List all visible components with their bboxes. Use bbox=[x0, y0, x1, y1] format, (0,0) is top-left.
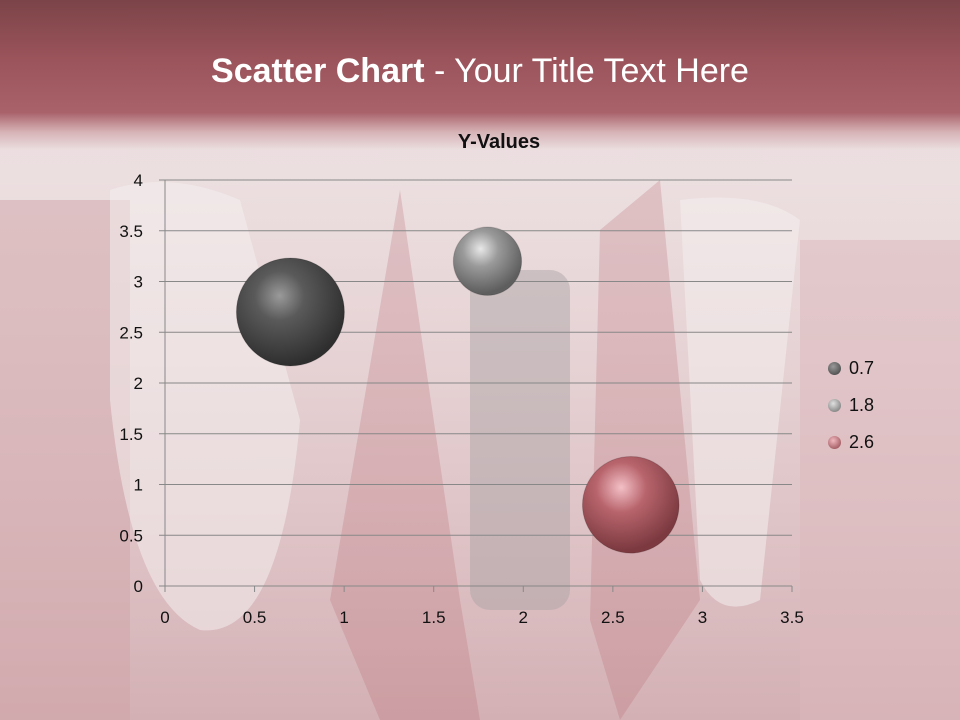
y-tick-label: 2 bbox=[134, 374, 143, 393]
legend-marker-icon bbox=[828, 436, 841, 449]
y-tick-label: 1.5 bbox=[119, 425, 143, 444]
y-tick-label: 3.5 bbox=[119, 222, 143, 241]
bubble-0-7 bbox=[235, 257, 345, 367]
x-tick-label: 3.5 bbox=[780, 608, 804, 627]
y-tick-label: 0 bbox=[134, 577, 143, 596]
chart-title: Y-Values bbox=[458, 131, 540, 153]
x-tick-label: 3 bbox=[698, 608, 707, 627]
x-tick-label: 0 bbox=[160, 608, 169, 627]
x-tick-label: 2.5 bbox=[601, 608, 625, 627]
legend-label: 2.6 bbox=[849, 432, 875, 452]
bubble-2-6 bbox=[581, 456, 680, 554]
slide-title: Scatter Chart - Your Title Text Here bbox=[0, 52, 960, 91]
x-tick-label: 0.5 bbox=[243, 608, 267, 627]
slide-title-bold: Scatter Chart bbox=[211, 52, 425, 90]
y-tick-label: 1 bbox=[134, 476, 143, 495]
legend-item: 2.6 bbox=[828, 424, 874, 461]
y-tick-label: 4 bbox=[134, 171, 143, 190]
x-tick-label: 2 bbox=[519, 608, 528, 627]
legend-marker-icon bbox=[828, 362, 841, 375]
bubble-1-8 bbox=[452, 226, 523, 296]
legend-marker-icon bbox=[828, 399, 841, 412]
x-tick-label: 1 bbox=[339, 608, 348, 627]
legend-item: 0.7 bbox=[828, 350, 874, 387]
y-tick-label: 3 bbox=[134, 273, 143, 292]
legend-label: 0.7 bbox=[849, 358, 875, 378]
title-band bbox=[0, 0, 960, 150]
legend-label: 1.8 bbox=[849, 395, 875, 415]
legend: 0.7 1.8 2.6 bbox=[828, 350, 874, 461]
y-tick-label: 0.5 bbox=[119, 526, 143, 545]
x-tick-label: 1.5 bbox=[422, 608, 446, 627]
slide-title-rest: - Your Title Text Here bbox=[424, 52, 749, 90]
y-tick-label: 2.5 bbox=[119, 323, 143, 342]
legend-item: 1.8 bbox=[828, 387, 874, 424]
